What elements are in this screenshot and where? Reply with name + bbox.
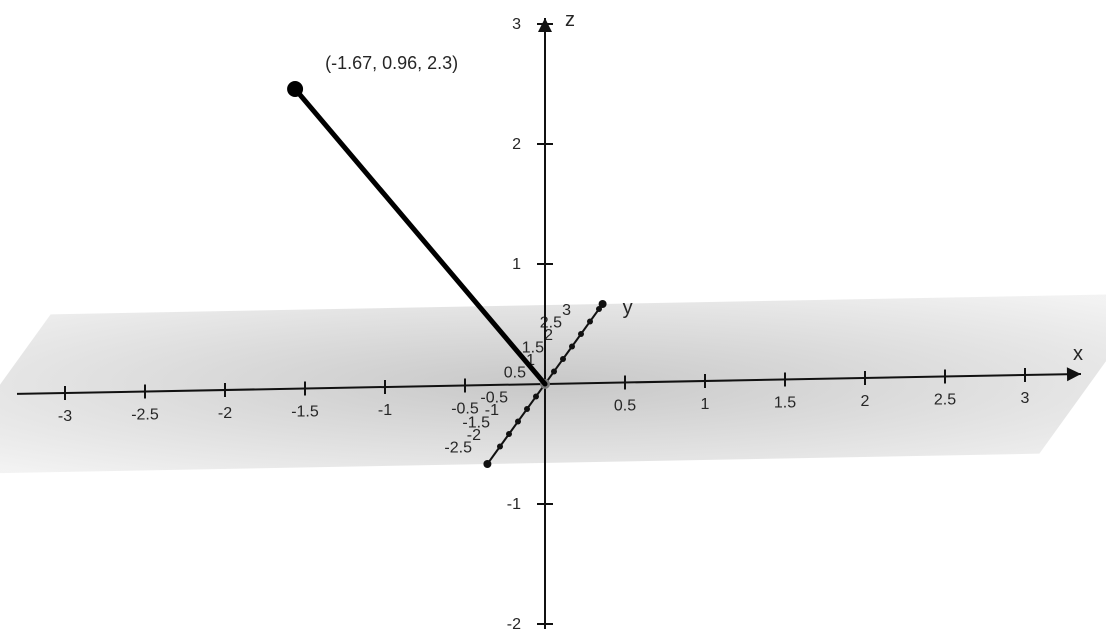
z-tick-label: -1 <box>507 496 521 513</box>
x-tick-label: 2.5 <box>934 392 956 409</box>
scene-3d: -3-2.5-2-1.5-1-0.50.511.522.53x-2.5-2-1.… <box>0 0 1106 629</box>
vector-label: (-1.67, 0.96, 2.3) <box>325 53 458 73</box>
y-tick-label: 1.5 <box>522 340 544 357</box>
y-tick <box>560 356 566 362</box>
y-tick-label: 2.5 <box>540 315 562 332</box>
y-tick-label: 0.5 <box>504 365 526 382</box>
x-tick-label: -3 <box>58 408 72 425</box>
y-tick <box>596 306 602 312</box>
y-tick <box>578 331 584 337</box>
x-tick-label: 2 <box>861 393 870 410</box>
y-tick <box>533 394 539 400</box>
y-tick <box>587 319 593 325</box>
x-axis-label: x <box>1073 343 1083 365</box>
x-tick-label: 1.5 <box>774 395 796 412</box>
y-tick <box>524 406 530 412</box>
z-tick-label: 3 <box>512 16 521 33</box>
vector-endpoint <box>287 81 303 97</box>
z-axis-label: z <box>565 9 575 31</box>
x-tick-label: -1 <box>378 402 392 419</box>
y-tick <box>569 344 575 350</box>
z-tick-label: 1 <box>512 256 521 273</box>
y-tick-label: 3 <box>562 302 571 319</box>
y-axis-label: y <box>623 297 633 319</box>
y-tick-label: -0.5 <box>480 390 508 407</box>
x-tick-label: -2.5 <box>131 407 159 424</box>
x-tick-label: 1 <box>701 396 710 413</box>
x-tick-label: -1.5 <box>291 404 319 421</box>
y-tick <box>497 444 503 450</box>
y-tick <box>551 369 557 375</box>
x-tick-label: 0.5 <box>614 398 636 415</box>
y-tick <box>515 419 521 425</box>
y-tick <box>506 431 512 437</box>
z-tick-label: 2 <box>512 136 521 153</box>
x-tick-label: -2 <box>218 405 232 422</box>
z-tick-label: -2 <box>507 616 521 629</box>
x-tick-label: 3 <box>1021 390 1030 407</box>
